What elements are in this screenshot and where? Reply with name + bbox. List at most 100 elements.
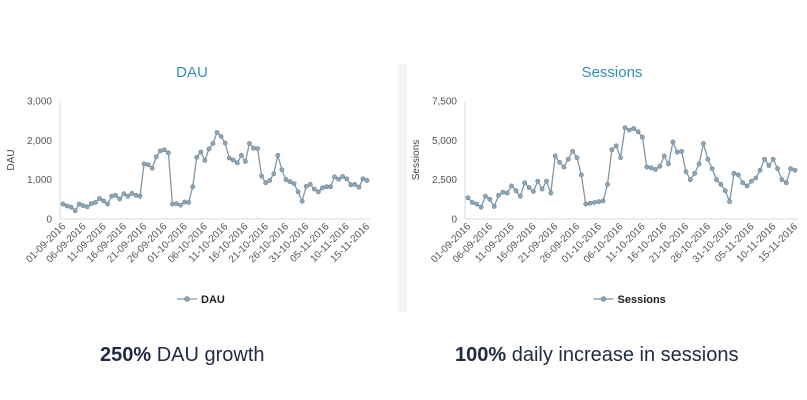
sessions-data-point (496, 192, 501, 198)
sessions-data-point (639, 134, 645, 140)
sessions-data-point (600, 198, 606, 204)
dau-data-point (271, 171, 277, 177)
sessions-data-point (535, 178, 541, 184)
dau-data-point (101, 198, 106, 204)
dau-data-point (222, 140, 228, 146)
dau-data-point (291, 181, 297, 186)
dau-data-point (93, 200, 98, 205)
dau-data-point (145, 162, 151, 168)
dau-data-point (324, 184, 329, 190)
sessions-data-point (670, 139, 676, 145)
dau-data-point (72, 208, 78, 214)
dau-data-point (117, 196, 123, 202)
sessions-data-point (613, 143, 619, 149)
sessions-data-point (570, 148, 576, 154)
sessions-legend-marker (600, 296, 607, 302)
sessions-data-point (735, 172, 741, 178)
dau-data-point (198, 149, 204, 155)
sessions-data-point (592, 200, 597, 205)
sessions-y-tick-label: 0 (451, 215, 457, 226)
dau-data-point (141, 161, 147, 167)
sessions-y-tick-label: 5,000 (432, 136, 457, 147)
sessions-data-point (561, 164, 567, 170)
dau-data-point (190, 184, 196, 190)
dau-data-point (210, 141, 216, 146)
sessions-data-point (635, 129, 641, 135)
sessions-data-point (657, 163, 663, 169)
sessions-data-point (626, 127, 632, 133)
sessions-data-point (465, 195, 471, 201)
sessions-increase-value: 100% (455, 344, 507, 366)
sessions-data-point (696, 161, 702, 167)
dau-data-point (299, 198, 305, 204)
sessions-series-line (467, 126, 796, 209)
dau-data-point (234, 160, 240, 166)
sessions-data-point (674, 149, 680, 155)
sessions-data-point (578, 172, 584, 178)
sessions-data-point (709, 166, 715, 172)
dau-data-point (129, 191, 135, 196)
sessions-data-point (500, 189, 506, 195)
sessions-data-point (483, 193, 488, 199)
sessions-data-point (775, 166, 780, 172)
dau-data-point (336, 176, 342, 182)
dau-data-point (88, 201, 94, 207)
dau-y-tick-label: 2,000 (27, 136, 52, 147)
dau-data-point (125, 193, 131, 199)
dau-data-point (76, 201, 82, 207)
sessions-chart: 02,5005,0007,500Sessions01-09-201606-09-… (411, 97, 800, 307)
sessions-data-point (513, 188, 519, 194)
sessions-data-point (618, 155, 623, 161)
dau-chart-panel: DAU 0 1,000 2,000 3,000 DAU 01-09-2016 06-09-2… (0, 0, 400, 320)
dau-data-point (332, 174, 337, 180)
sessions-data-point (631, 126, 637, 131)
dau-data-point (109, 193, 115, 199)
sessions-data-point (648, 165, 654, 171)
dau-data-point (133, 192, 139, 198)
dau-data-point (263, 180, 269, 186)
dau-data-point (206, 146, 212, 152)
sessions-data-point (766, 163, 772, 168)
dau-data-point (153, 154, 159, 160)
dau-data-point (170, 201, 175, 207)
sessions-data-point (722, 188, 728, 194)
sessions-data-point (653, 167, 658, 172)
dau-data-point (279, 167, 285, 173)
sessions-legend-label: Sessions (618, 294, 666, 306)
dau-data-point (320, 185, 325, 191)
sessions-data-point (469, 200, 475, 205)
dau-data-point (352, 181, 358, 187)
sessions-data-point (583, 201, 589, 207)
sessions-data-point (622, 125, 628, 131)
dau-data-point (295, 189, 301, 195)
dau-y-axis-title: DAU (6, 149, 17, 170)
sessions-data-point (557, 159, 562, 165)
sessions-data-point (683, 169, 689, 175)
sessions-chart-panel: Sessions 0 2,500 5,000 7,500 Sessions 01-09-2… (408, 0, 807, 320)
dau-y-tick-label: 0 (46, 215, 52, 226)
dau-data-point (251, 145, 256, 151)
sessions-increase-caption: 100% daily increase in sessions (455, 344, 739, 367)
sessions-data-point (779, 177, 785, 183)
dau-data-point (307, 181, 313, 187)
sessions-data-point (565, 156, 571, 162)
dau-data-point (68, 204, 74, 210)
dau-data-point (344, 176, 350, 182)
dau-data-point (247, 141, 252, 146)
dau-y-tick-label: 1,000 (27, 175, 52, 186)
dau-data-point (84, 204, 90, 210)
dau-chart-title: DAU (176, 64, 208, 81)
dau-data-point (340, 174, 346, 179)
dau-data-point (113, 192, 119, 198)
sessions-data-point (748, 178, 754, 184)
sessions-y-axis-title: Sessions (411, 140, 422, 181)
dau-data-point (242, 159, 248, 164)
sessions-increase-text: daily increase in sessions (506, 344, 739, 366)
sessions-data-point (718, 181, 724, 187)
dau-data-point (194, 154, 200, 160)
sessions-data-point (509, 183, 514, 189)
dau-growth-value: 250% (100, 344, 152, 366)
dau-data-point (157, 148, 163, 154)
dau-data-point (60, 201, 66, 207)
sessions-data-point (526, 185, 532, 190)
